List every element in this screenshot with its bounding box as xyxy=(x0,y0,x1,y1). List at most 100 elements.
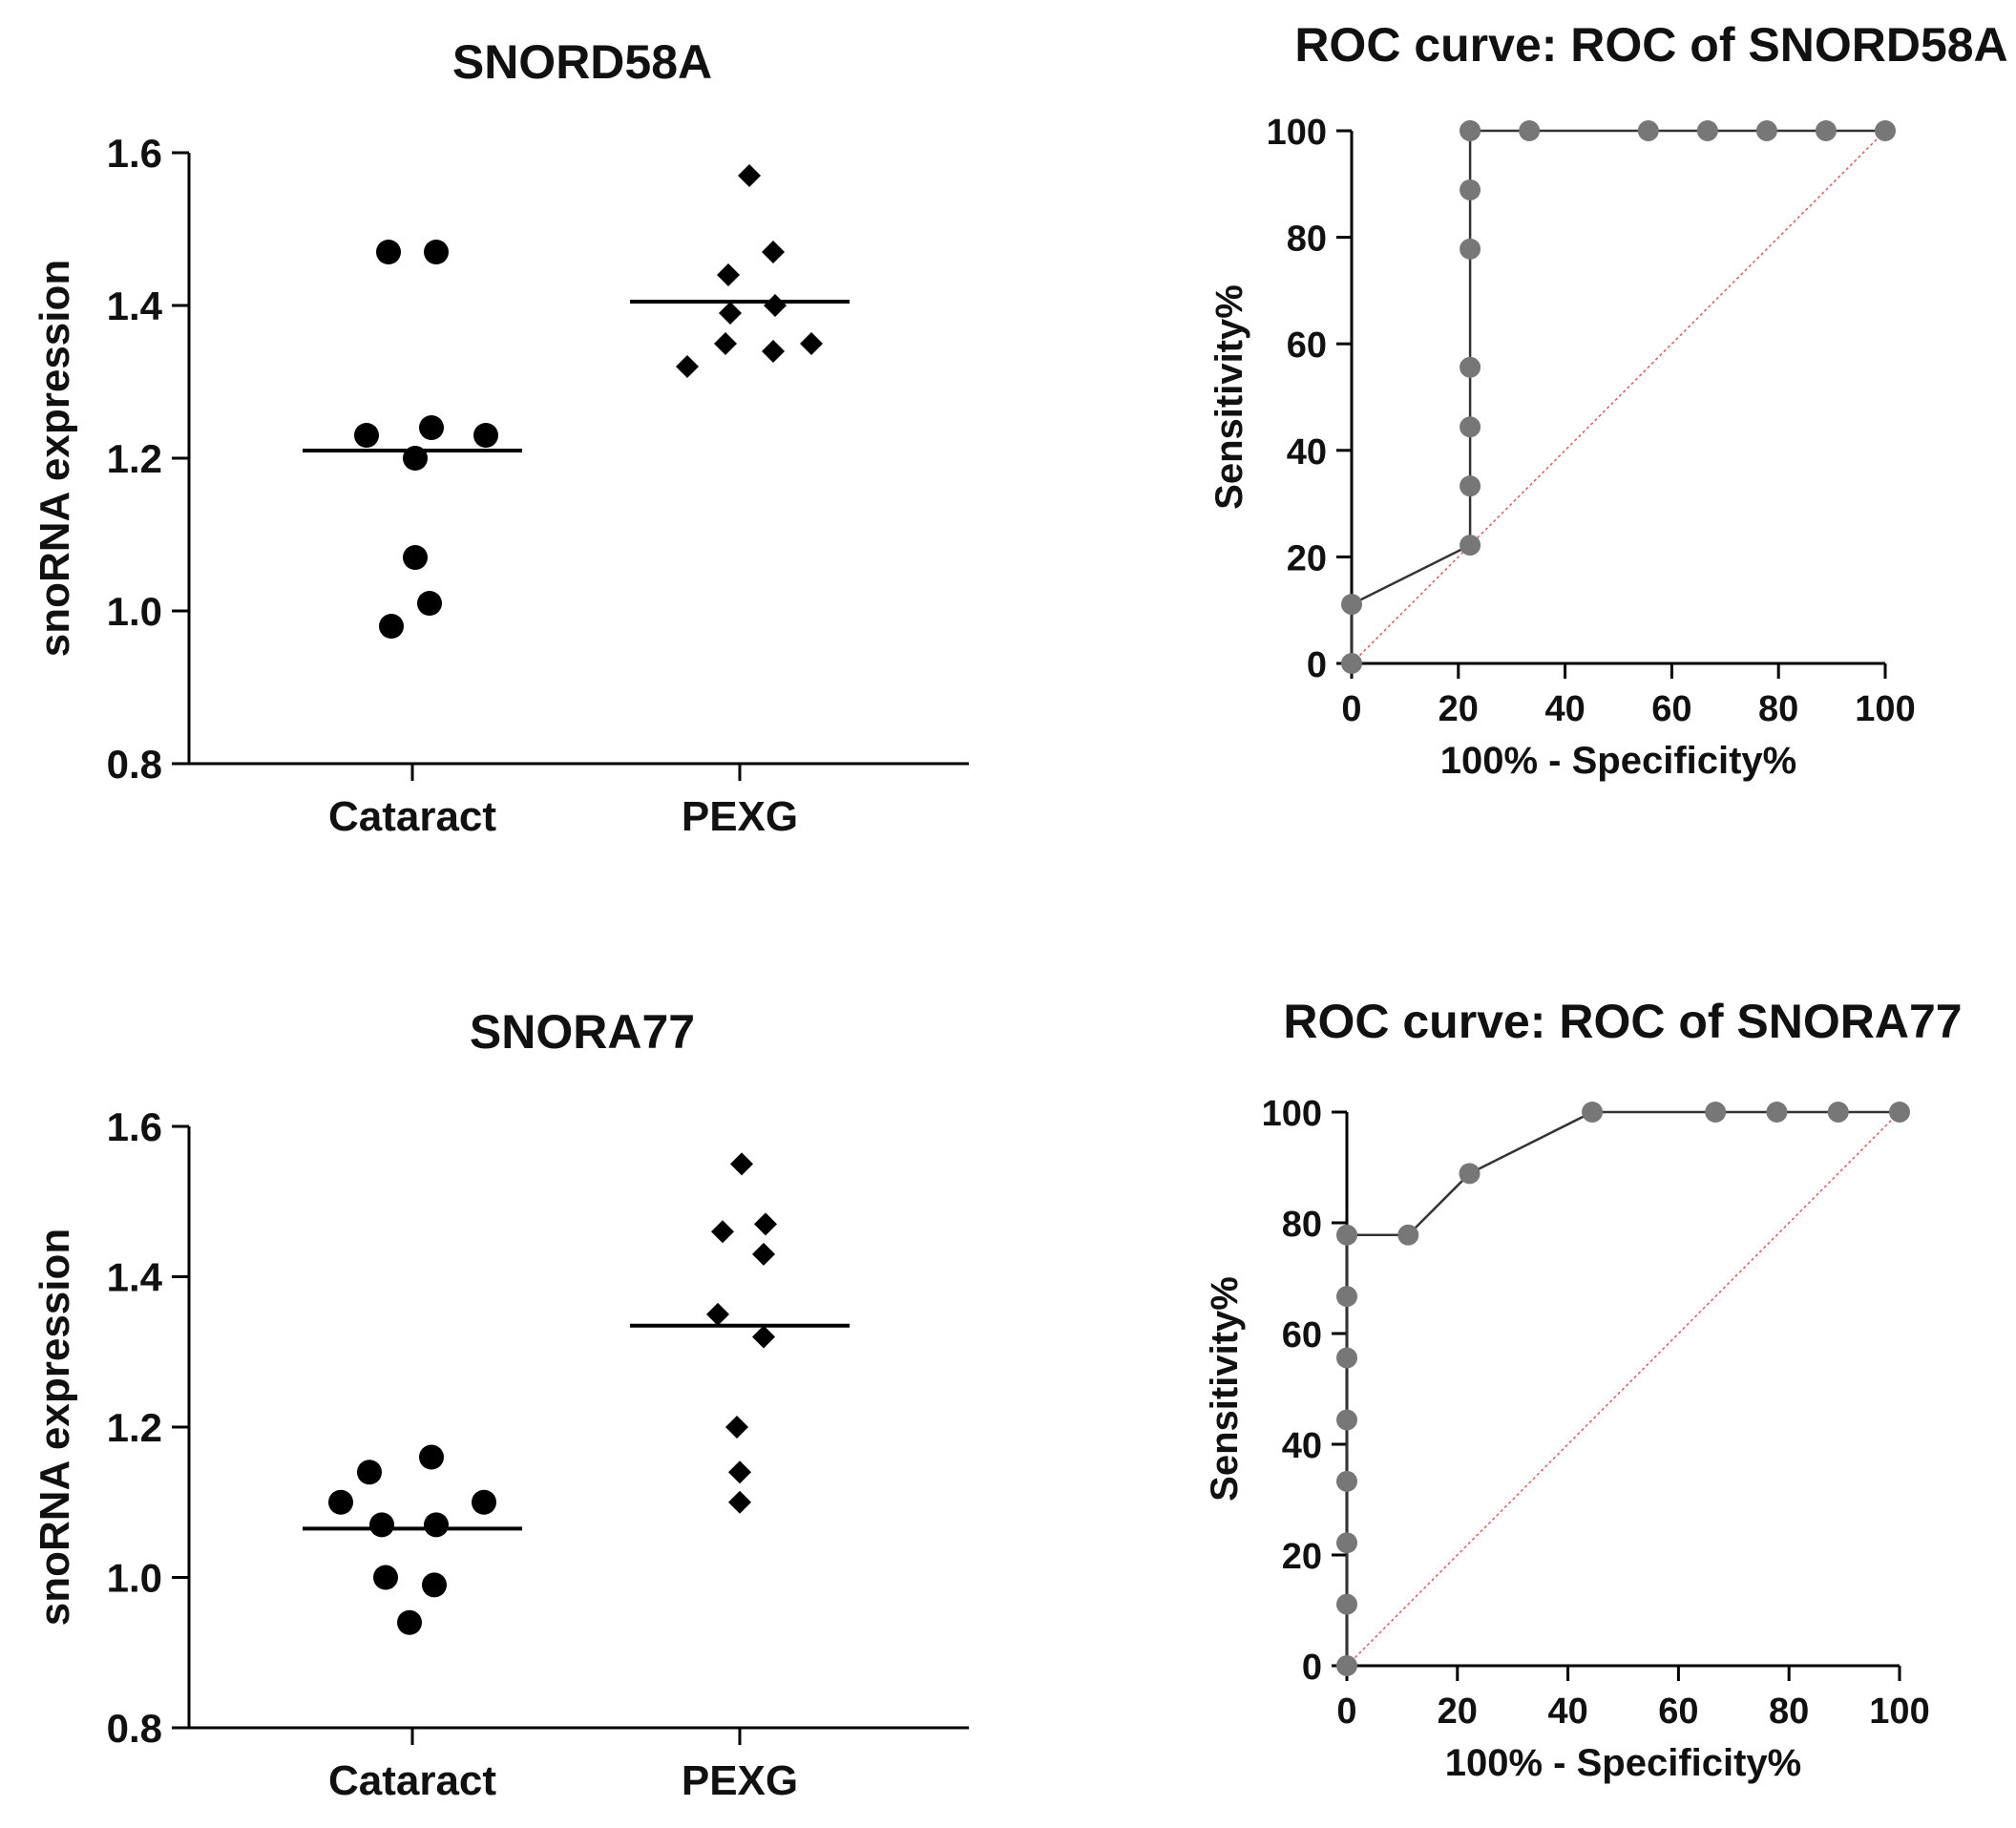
roc-point xyxy=(1519,120,1541,141)
data-point-pexg xyxy=(711,1220,734,1244)
roc-point xyxy=(1336,1224,1357,1246)
reference-line xyxy=(1351,130,1886,664)
data-point-pexg xyxy=(725,1416,748,1439)
roc-point xyxy=(1460,416,1481,438)
roc-point xyxy=(1755,120,1777,141)
chart-title: SNORD58A xyxy=(452,35,712,89)
y-axis-label: snoRNA expression xyxy=(32,260,78,657)
data-point-pexg xyxy=(717,263,740,286)
data-point-cataract xyxy=(419,415,444,440)
data-point-cataract xyxy=(419,1444,444,1470)
roc-point xyxy=(1336,1655,1357,1676)
snora77-roc-plot: ROC curve: ROC of SNORA77 Sensitivity% 100… xyxy=(1204,995,1963,1784)
y-tick-label: 100 xyxy=(1262,1094,1322,1134)
roc-point xyxy=(1705,1102,1727,1123)
reference-line xyxy=(1346,1111,1900,1667)
y-tick-label: 100 xyxy=(1267,113,1327,153)
roc-point xyxy=(1397,1224,1419,1246)
snord58a-dot-plot: SNORD58A snoRNA expression 0.8 1.0 1.2 1.4 1.6… xyxy=(32,35,969,840)
roc-point xyxy=(1460,475,1481,497)
x-tick-label: 20 xyxy=(1438,1691,1478,1732)
data-point-cataract xyxy=(424,240,449,264)
x-tick-label: 100 xyxy=(1855,689,1915,729)
x-tick-label: Cataract xyxy=(328,793,496,840)
y-tick-label: 1.4 xyxy=(107,284,163,328)
data-point-cataract xyxy=(354,423,379,448)
roc-curve xyxy=(1350,129,1885,663)
x-tick-label: 60 xyxy=(1658,1691,1698,1732)
roc-point xyxy=(1460,120,1481,141)
data-point-pexg xyxy=(752,1242,775,1266)
data-point-pexg xyxy=(676,355,699,378)
y-tick-label: 0 xyxy=(1307,645,1327,685)
data-point-pexg xyxy=(719,302,742,325)
snora77-dot-plot: SNORA77 snoRNA expression 0.8 1.0 1.2 1.4 1.6 C… xyxy=(32,1005,969,1804)
snord58a-roc-plot: ROC curve: ROC of SNORD58A Sensitivity% 10… xyxy=(1208,18,2008,782)
y-tick-label: 0.8 xyxy=(107,742,162,787)
y-tick-label: 1.0 xyxy=(107,589,162,634)
roc-point xyxy=(1460,535,1481,557)
data-point-cataract xyxy=(422,1572,447,1598)
x-tick-label: 40 xyxy=(1547,1691,1587,1732)
roc-point xyxy=(1460,238,1481,260)
chart-title: SNORA77 xyxy=(470,1005,695,1059)
x-axis-label: 100% - Specificity% xyxy=(1445,1742,1802,1784)
y-tick-label: 20 xyxy=(1287,538,1327,578)
roc-point xyxy=(1336,1286,1357,1308)
roc-point xyxy=(1582,1102,1604,1123)
data-point-cataract xyxy=(369,1512,394,1538)
y-tick-label: 20 xyxy=(1282,1537,1322,1577)
x-tick-label: 80 xyxy=(1758,689,1798,729)
data-point-cataract xyxy=(357,1460,382,1485)
x-tick-label: PEXG xyxy=(682,793,798,840)
x-tick-label: PEXG xyxy=(682,1757,798,1804)
roc-point xyxy=(1827,1102,1849,1123)
x-tick-label: 80 xyxy=(1769,1691,1809,1732)
data-point-cataract xyxy=(424,1512,449,1538)
x-tick-label: Cataract xyxy=(328,1757,496,1804)
y-tick-label: 1.2 xyxy=(107,1405,162,1450)
y-tick-label: 1.6 xyxy=(107,131,162,176)
roc-point xyxy=(1875,120,1896,141)
data-point-cataract xyxy=(373,1565,398,1590)
y-tick-label: 60 xyxy=(1282,1315,1322,1355)
y-tick-label: 80 xyxy=(1287,220,1327,260)
data-point-cataract xyxy=(473,423,498,448)
y-tick-label: 1.2 xyxy=(107,436,162,481)
roc-point xyxy=(1459,1163,1480,1185)
data-point-pexg xyxy=(754,1212,777,1236)
roc-point xyxy=(1696,120,1718,141)
y-tick-label: 40 xyxy=(1287,432,1327,473)
roc-point xyxy=(1460,356,1481,378)
x-tick-label: 100 xyxy=(1869,1691,1929,1732)
data-point-pexg xyxy=(752,1325,775,1349)
y-tick-label: 0.8 xyxy=(107,1706,162,1751)
roc-point xyxy=(1889,1102,1910,1123)
x-axis-label: 100% - Specificity% xyxy=(1440,740,1797,782)
roc-point xyxy=(1336,1593,1357,1615)
data-point-cataract xyxy=(379,614,404,639)
y-tick-label: 1.4 xyxy=(107,1255,163,1300)
roc-point xyxy=(1336,1409,1357,1431)
y-tick-label: 1.6 xyxy=(107,1104,162,1149)
data-point-cataract xyxy=(376,240,401,264)
y-tick-label: 0 xyxy=(1302,1648,1322,1688)
x-tick-label: 60 xyxy=(1651,689,1691,729)
data-point-pexg xyxy=(762,241,785,263)
x-tick-label: 0 xyxy=(1341,689,1361,729)
chart-title: ROC curve: ROC of SNORA77 xyxy=(1283,995,1962,1048)
data-point-pexg xyxy=(728,1460,751,1484)
x-tick-label: 40 xyxy=(1544,689,1585,729)
roc-point xyxy=(1460,179,1481,200)
data-point-pexg xyxy=(762,340,785,363)
data-point-cataract xyxy=(417,591,442,616)
roc-point xyxy=(1341,594,1362,616)
y-axis-label: Sensitivity% xyxy=(1208,284,1250,510)
x-tick-label: 20 xyxy=(1438,689,1479,729)
data-point-cataract xyxy=(328,1489,353,1515)
data-point-cataract xyxy=(472,1489,496,1515)
data-point-pexg xyxy=(730,1152,753,1176)
data-point-pexg xyxy=(714,332,737,355)
data-point-pexg xyxy=(800,332,823,355)
